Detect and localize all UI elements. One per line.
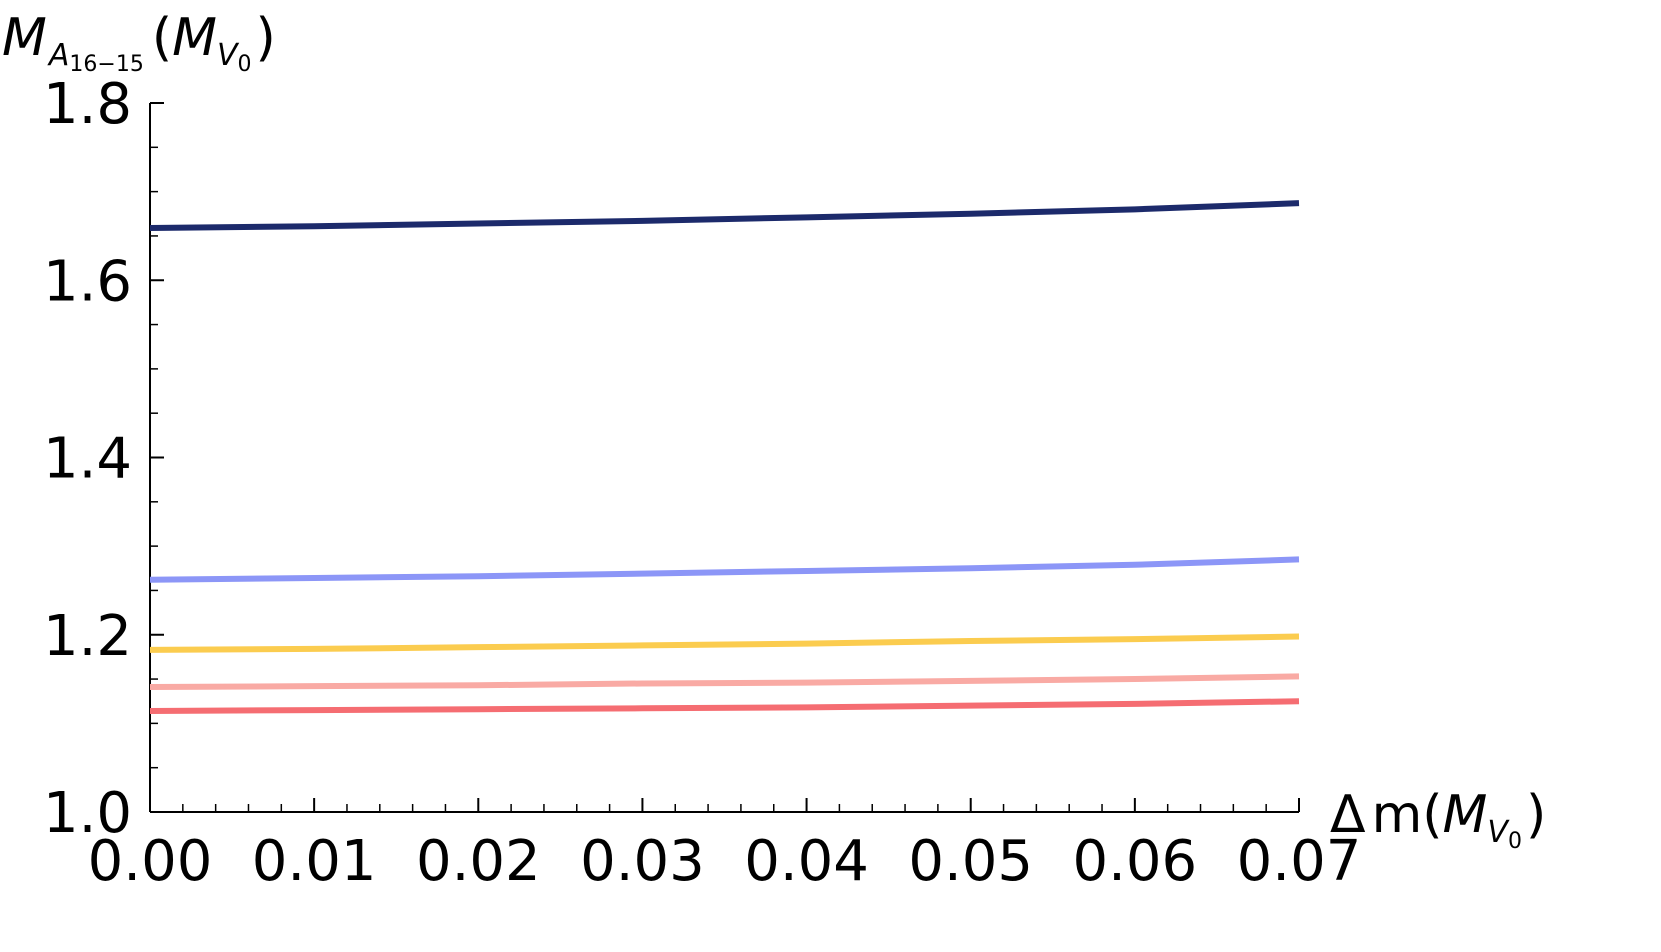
series-line-5 bbox=[149, 698, 1300, 714]
y-tick-label: 1.8 bbox=[43, 72, 132, 137]
axes bbox=[149, 102, 1300, 813]
tick-labels: 0.00 0.01 0.02 0.03 0.04 0.05 0.06 0.07 1.0 1.2 1.… bbox=[43, 72, 1361, 894]
series-line-2 bbox=[149, 556, 1300, 583]
series-line-3 bbox=[149, 633, 1300, 653]
x-tick-label: 0.03 bbox=[580, 829, 705, 894]
y-tick-label: 1.4 bbox=[43, 427, 132, 492]
series-line-1 bbox=[149, 200, 1300, 231]
x-tick-label: 0.07 bbox=[1237, 829, 1362, 894]
x-tick-label: 0.05 bbox=[908, 829, 1033, 894]
x-tick-label: 0.01 bbox=[252, 829, 377, 894]
y-tick-label: 1.6 bbox=[43, 249, 132, 314]
series-line-4 bbox=[149, 673, 1300, 691]
y-tick-label: 1.2 bbox=[43, 604, 132, 669]
x-tick-label: 0.04 bbox=[744, 829, 869, 894]
y-axis-title: MA16−15 (MV0) bbox=[2, 8, 276, 77]
y-tick-label: 1.0 bbox=[43, 781, 132, 846]
series-group bbox=[149, 200, 1300, 714]
x-tick-label: 0.02 bbox=[416, 829, 541, 894]
x-tick-label: 0.00 bbox=[88, 829, 213, 894]
x-tick-label: 0.06 bbox=[1073, 829, 1198, 894]
